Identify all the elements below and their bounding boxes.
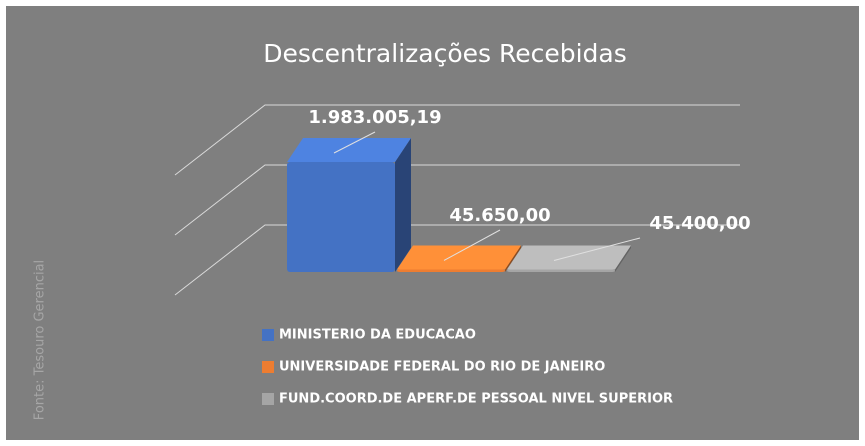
source-note: Fonte: Tesouro Gerencial	[33, 260, 48, 420]
leader-line	[333, 131, 376, 154]
legend-label: UNIVERSIDADE FEDERAL DO RIO DE JANEIRO	[279, 360, 605, 375]
leader-line	[443, 229, 501, 261]
grid-line	[174, 104, 740, 176]
bar	[397, 245, 521, 272]
grid-line	[174, 224, 740, 296]
data-label: 45.400,00	[649, 213, 750, 234]
bar-top	[287, 138, 411, 162]
bar-front	[507, 269, 615, 272]
data-label: 1.983.005,19	[308, 107, 441, 128]
chart-bg	[6, 6, 859, 440]
bar-front	[397, 269, 505, 272]
legend-swatch	[262, 393, 274, 405]
chart-title: Descentralizações Recebidas	[263, 39, 627, 68]
bar-front	[287, 162, 395, 272]
grid-line	[174, 164, 740, 236]
data-label: 45.650,00	[449, 205, 550, 226]
bar	[287, 138, 411, 272]
legend-label: FUND.COORD.DE APERF.DE PESSOAL NIVEL SUP…	[279, 392, 673, 407]
legend-swatch	[262, 329, 274, 341]
bar-side	[615, 245, 631, 272]
legend-swatch	[262, 361, 274, 373]
bar	[507, 245, 631, 272]
bar-top	[507, 245, 631, 270]
bar-top	[397, 245, 521, 270]
legend-label: MINISTERIO DA EDUCACAO	[279, 328, 476, 343]
bar-side	[505, 245, 521, 272]
leader-line	[553, 237, 641, 261]
bar-side	[395, 138, 411, 272]
